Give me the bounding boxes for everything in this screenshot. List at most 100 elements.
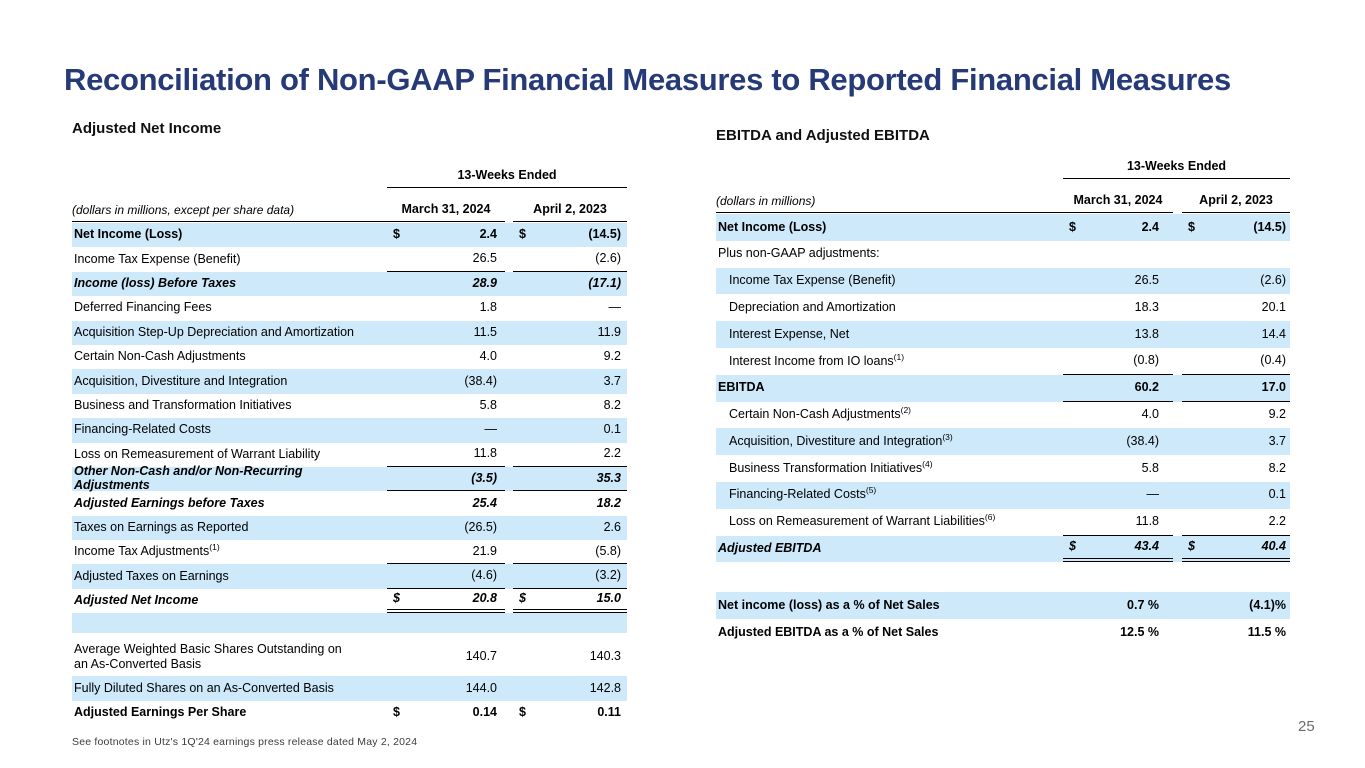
row-label: Income (loss) Before Taxes	[74, 276, 237, 291]
row-value: —	[1146, 487, 1160, 502]
row-label: Certain Non-Cash Adjustments	[74, 349, 246, 364]
row-label: Adjusted EBITDA as a % of Net Sales	[718, 624, 939, 639]
row-value: 4.0	[479, 349, 497, 364]
row-value: 11.8	[1135, 513, 1159, 528]
row-value-cell: —	[513, 296, 627, 320]
table-row: Income (loss) Before Taxes 28.9 (17.1)	[72, 271, 627, 297]
currency-symbol: $	[1188, 539, 1195, 554]
row-value-cell: 26.5	[1063, 268, 1173, 295]
period-header: 13-Weeks Ended	[387, 162, 627, 188]
footnote: See footnotes in Utz's 1Q'24 earnings pr…	[72, 736, 418, 748]
row-value: 12.5 %	[1120, 624, 1159, 639]
row-value-cell: 12.5 %	[1063, 619, 1173, 646]
row-value-cell	[1063, 241, 1173, 268]
row-value-cell: $15.0	[513, 589, 627, 614]
row-value-cell: 14.4	[1182, 321, 1290, 348]
value-gap	[505, 701, 513, 725]
row-value-cell: 28.9	[387, 272, 505, 296]
table-row: Loss on Remeasurement of Warrant Liabili…	[72, 443, 627, 467]
row-value: —	[608, 300, 622, 315]
row-value: 8.2	[1268, 460, 1286, 475]
row-value: 3.7	[603, 373, 621, 388]
table-row	[716, 562, 1290, 593]
row-value: (0.4)	[1260, 353, 1286, 367]
row-label: Financing-Related Costs	[74, 422, 211, 437]
table-row: Other Non-Cash and/or Non-Recurring Adju…	[72, 465, 627, 492]
value-gap	[505, 345, 513, 369]
row-value: 11.5	[473, 324, 497, 339]
currency-symbol: $	[393, 591, 400, 606]
row-value-cell: 2.2	[1182, 509, 1290, 536]
row-value: 20.1	[1261, 299, 1286, 314]
row-value: 35.3	[596, 470, 621, 485]
table-row: Adjusted EBITDA $43.4 $40.4	[716, 535, 1290, 563]
row-value: 9.2	[1268, 407, 1286, 422]
row-value: 11.5 %	[1247, 624, 1286, 639]
units-note: (dollars in millions)	[716, 185, 1063, 213]
row-label: Business Transformation Initiatives(4)	[729, 458, 933, 475]
table-row: Income Tax Adjustments(1) 21.9 (5.8)	[72, 540, 627, 565]
value-gap	[505, 638, 513, 676]
value-gap	[505, 369, 513, 393]
row-value-cell: (5.8)	[513, 540, 627, 565]
row-value-cell: 4.0	[1063, 402, 1173, 429]
row-value: 17.0	[1261, 379, 1286, 394]
currency-symbol: $	[519, 227, 526, 242]
row-value: 18.2	[596, 495, 621, 510]
row-label: Acquisition, Divestiture and Integration	[74, 373, 288, 388]
table-row: Certain Non-Cash Adjustments 4.0 9.2	[72, 345, 627, 369]
row-value-cell: 140.3	[513, 638, 627, 676]
table-row: Adjusted Earnings Per Share $0.14 $0.11	[72, 701, 627, 725]
row-value-cell: (4.6)	[387, 564, 505, 589]
column-gap	[505, 194, 513, 222]
adjusted-net-income-table: 13-Weeks Ended (dollars in millions, exc…	[72, 162, 627, 725]
row-label: Adjusted Earnings Per Share	[74, 704, 247, 719]
row-value-cell: 1.8	[387, 296, 505, 320]
row-value-cell: (2.6)	[513, 247, 627, 272]
row-value-cell: 25.4	[387, 491, 505, 515]
row-value-cell: 140.7	[387, 638, 505, 676]
row-label: Loss on Remeasurement of Warrant Liabili…	[729, 512, 996, 529]
row-value-cell: $20.8	[387, 589, 505, 614]
value-gap	[1173, 402, 1182, 429]
row-label: Income Tax Expense (Benefit)	[74, 251, 241, 266]
row-value: 2.4	[1141, 219, 1159, 234]
row-value-cell: 3.7	[513, 369, 627, 393]
row-value: 2.2	[1268, 513, 1286, 528]
row-value: 20.8	[472, 591, 497, 606]
column-header-march: March 31, 2024	[387, 194, 505, 222]
table-row: Certain Non-Cash Adjustments(2) 4.0 9.2	[716, 402, 1290, 429]
row-value: (2.6)	[595, 251, 621, 266]
row-value: (17.1)	[588, 276, 621, 291]
row-value-cell: (3.2)	[513, 564, 627, 589]
currency-symbol: $	[393, 704, 400, 719]
row-label: Business and Transformation Initiatives	[74, 398, 292, 413]
row-value: 0.1	[603, 422, 621, 437]
row-value-cell: 60.2	[1063, 375, 1173, 402]
currency-symbol: $	[393, 227, 400, 242]
column-gap	[1173, 185, 1182, 213]
value-gap	[1173, 321, 1182, 348]
row-value-cell: (0.8)	[1063, 348, 1173, 375]
row-value-cell: 144.0	[387, 676, 505, 700]
row-value: 2.6	[603, 520, 621, 534]
row-label: EBITDA	[718, 380, 765, 395]
value-gap	[505, 296, 513, 320]
row-label: Income Tax Expense (Benefit)	[729, 273, 896, 288]
row-value-cell: 8.2	[513, 394, 627, 418]
row-label: Certain Non-Cash Adjustments(2)	[729, 404, 911, 422]
row-value-cell: (3.5)	[387, 467, 505, 492]
row-value-cell: $ (14.5)	[1182, 214, 1290, 241]
slide-title: Reconciliation of Non-GAAP Financial Mea…	[64, 62, 1231, 97]
row-value-cell: 8.2	[1182, 455, 1290, 482]
row-value: 26.5	[472, 251, 497, 266]
row-value-cell: 2.6	[513, 516, 627, 540]
units-note: (dollars in millions, except per share d…	[72, 194, 387, 222]
value-gap	[505, 516, 513, 540]
row-value: —	[484, 422, 498, 437]
table-row: Loss on Remeasurement of Warrant Liabili…	[716, 509, 1290, 536]
row-value-cell: 5.8	[1063, 455, 1173, 482]
value-gap	[1173, 482, 1182, 509]
row-value-cell: 18.2	[513, 491, 627, 515]
currency-symbol: $	[1069, 219, 1076, 234]
